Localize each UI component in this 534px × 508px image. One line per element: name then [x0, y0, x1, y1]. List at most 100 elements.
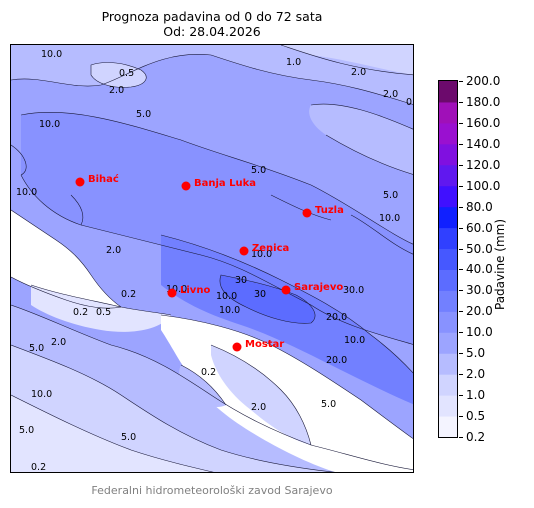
- contour-label: 0.2: [31, 462, 46, 473]
- colorbar-tick-label: 200.0: [466, 74, 501, 88]
- contour-label: 2.0: [383, 89, 398, 100]
- contour-label: 10.0: [166, 284, 187, 295]
- contour-label: 10.0: [216, 291, 237, 302]
- field-30mm: [219, 275, 316, 324]
- contour-label: 2.0: [106, 245, 121, 256]
- precipitation-map: 10.0 0.5 2.0 1.0 2.0 5.0 0 2.0 10.0 5.0 …: [10, 44, 414, 473]
- colorbar-segment: [439, 353, 457, 375]
- city-marker: [75, 177, 85, 187]
- contour-label: 5.0: [383, 190, 398, 201]
- city-zenica[interactable]: Zenica: [239, 243, 290, 256]
- colorbar-segment: [439, 248, 457, 270]
- contour-label: 10.0: [251, 249, 272, 260]
- contour-labels: 10.0 0.5 2.0 1.0 2.0 5.0 0 2.0 10.0 5.0 …: [16, 49, 412, 473]
- colorbar-segment: [439, 185, 457, 208]
- colorbar-tick: [459, 81, 463, 82]
- colorbar: [438, 80, 458, 438]
- city-marker: [302, 208, 312, 218]
- city-label: Zenica: [252, 243, 289, 254]
- city-label: Mostar: [245, 339, 284, 350]
- contour-label: 10.0: [41, 49, 62, 60]
- contour-label: 10.0: [39, 119, 60, 130]
- city-mostar[interactable]: Mostar: [232, 339, 285, 352]
- city-label: Banja Luka: [194, 178, 256, 189]
- city-livno[interactable]: Livno: [167, 285, 211, 298]
- colorbar-tick: [459, 185, 463, 187]
- colorbar-tick: [459, 311, 463, 313]
- colorbar-tick-label: 2.0: [466, 367, 486, 382]
- contour-label: 2.0: [51, 337, 66, 348]
- contour-label: 2.0: [251, 402, 266, 413]
- city-marker: [239, 246, 249, 256]
- colorbar-tick-label: 100.0: [466, 178, 501, 193]
- city-marker: [167, 288, 177, 298]
- city-marker: [232, 342, 242, 352]
- contour-label: 2.0: [109, 85, 124, 96]
- field-10mm: [21, 112, 413, 345]
- field-05mm-south: [11, 395, 213, 472]
- contour-label: 2.0: [351, 67, 366, 78]
- colorbar-tick-label: 10.0: [466, 325, 493, 340]
- attribution-footer: Federalni hidrometeorološki zavod Saraje…: [91, 484, 333, 497]
- colorbar-tick-label: 80.0: [466, 199, 493, 214]
- colorbar-tick-label: 0.5: [466, 409, 486, 424]
- city-label: Livno: [180, 285, 210, 296]
- colorbar-tick: [459, 206, 463, 208]
- colorbar-segment: [439, 416, 457, 437]
- colorbar-tick-label: 30.0: [466, 283, 493, 298]
- contour-label: 10.0: [219, 305, 240, 316]
- city-marker: [281, 285, 291, 295]
- title-line-1: Prognoza padavina od 0 do 72 sata: [101, 9, 323, 24]
- colorbar-tick-label: 50.0: [466, 241, 493, 256]
- colorbar-segment: [439, 269, 457, 291]
- contour-label: 30: [235, 275, 247, 286]
- contour-label: 10.0: [379, 213, 400, 224]
- field-2mm-east: [309, 104, 413, 175]
- colorbar-tick-label: 180.0: [466, 94, 501, 109]
- colorbar-tick-label: 20.0: [466, 304, 493, 319]
- colorbar-tick-label: 160.0: [466, 115, 501, 130]
- colorbar-tick: [459, 416, 463, 418]
- city-bihac[interactable]: Bihać: [75, 173, 119, 187]
- city-tuzla[interactable]: Tuzla: [302, 205, 344, 218]
- field-1mm-mostar: [211, 345, 311, 445]
- colorbar-segment: [439, 332, 457, 354]
- colorbar-tick: [459, 374, 463, 376]
- colorbar-tick-label: 5.0: [466, 346, 486, 361]
- map-canvas: 10.0 0.5 2.0 1.0 2.0 5.0 0 2.0 10.0 5.0 …: [11, 45, 413, 473]
- contour-label: 5.0: [121, 432, 136, 443]
- map-title: Prognoza padavina od 0 do 72 sata Od: 28…: [10, 9, 414, 39]
- contour-label: 0.5: [119, 68, 134, 79]
- contour-label: 5.0: [321, 399, 336, 410]
- colorbar-tick: [459, 332, 463, 334]
- contour-label: 5.0: [136, 109, 151, 120]
- field-2mm-north: [11, 45, 413, 105]
- city-label: Bihać: [88, 173, 119, 185]
- colorbar-segment: [439, 101, 457, 124]
- contour-label: 1.0: [286, 57, 301, 68]
- city-sarajevo[interactable]: Sarajevo: [281, 282, 344, 295]
- contour-label: 20.0: [326, 312, 347, 323]
- colorbar-segment: [439, 395, 457, 417]
- sea-area-north: [11, 210, 121, 309]
- colorbar-tick-label: 40.0: [466, 262, 493, 277]
- contour-label: 5.0: [29, 343, 44, 354]
- contour-label: 5.0: [251, 165, 266, 176]
- contour-label: 10.0: [344, 335, 365, 346]
- colorbar-segment: [439, 290, 457, 312]
- colorbar-segment: [439, 311, 457, 333]
- colorbar-segment: [439, 122, 457, 145]
- colorbar-tick: [459, 290, 463, 292]
- contour-label: 5.0: [19, 425, 34, 436]
- colorbar-tick: [459, 101, 463, 103]
- colorbar-tick-label: 120.0: [466, 157, 501, 172]
- field-1mm-spot: [91, 62, 147, 88]
- city-marker: [181, 181, 191, 191]
- colorbar-segment: [439, 206, 457, 229]
- colorbar-tick: [459, 122, 463, 124]
- colorbar-tick: [459, 143, 463, 145]
- colorbar-tick: [459, 248, 463, 250]
- colorbar-gradient: [439, 81, 457, 437]
- city-banja-luka[interactable]: Banja Luka: [181, 178, 257, 191]
- colorbar-tick-label: 140.0: [466, 136, 501, 151]
